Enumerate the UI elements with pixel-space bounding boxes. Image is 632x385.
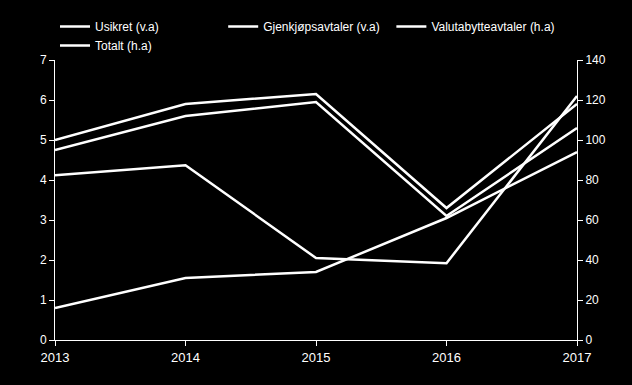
svg-text:6: 6 [40,93,47,107]
svg-text:Totalt (h.a): Totalt (h.a) [95,39,152,53]
svg-text:2017: 2017 [563,350,592,365]
svg-text:2016: 2016 [432,350,461,365]
svg-text:100: 100 [585,133,605,147]
svg-text:0: 0 [585,333,592,347]
svg-text:1: 1 [40,293,47,307]
svg-text:2014: 2014 [171,350,200,365]
svg-text:5: 5 [40,133,47,147]
svg-text:Usikret (v.a): Usikret (v.a) [95,20,159,34]
svg-text:0: 0 [40,333,47,347]
svg-text:Gjenkjøpsavtaler (v.a): Gjenkjøpsavtaler (v.a) [263,20,379,34]
svg-text:120: 120 [585,93,605,107]
svg-text:7: 7 [40,53,47,67]
svg-text:4: 4 [40,173,47,187]
svg-text:40: 40 [585,253,599,267]
svg-text:80: 80 [585,173,599,187]
svg-text:2015: 2015 [302,350,331,365]
svg-text:140: 140 [585,53,605,67]
svg-text:Valutabytteavtaler (h.a): Valutabytteavtaler (h.a) [431,20,554,34]
svg-text:3: 3 [40,213,47,227]
svg-text:2: 2 [40,253,47,267]
svg-text:60: 60 [585,213,599,227]
svg-text:20: 20 [585,293,599,307]
svg-text:2013: 2013 [41,350,70,365]
